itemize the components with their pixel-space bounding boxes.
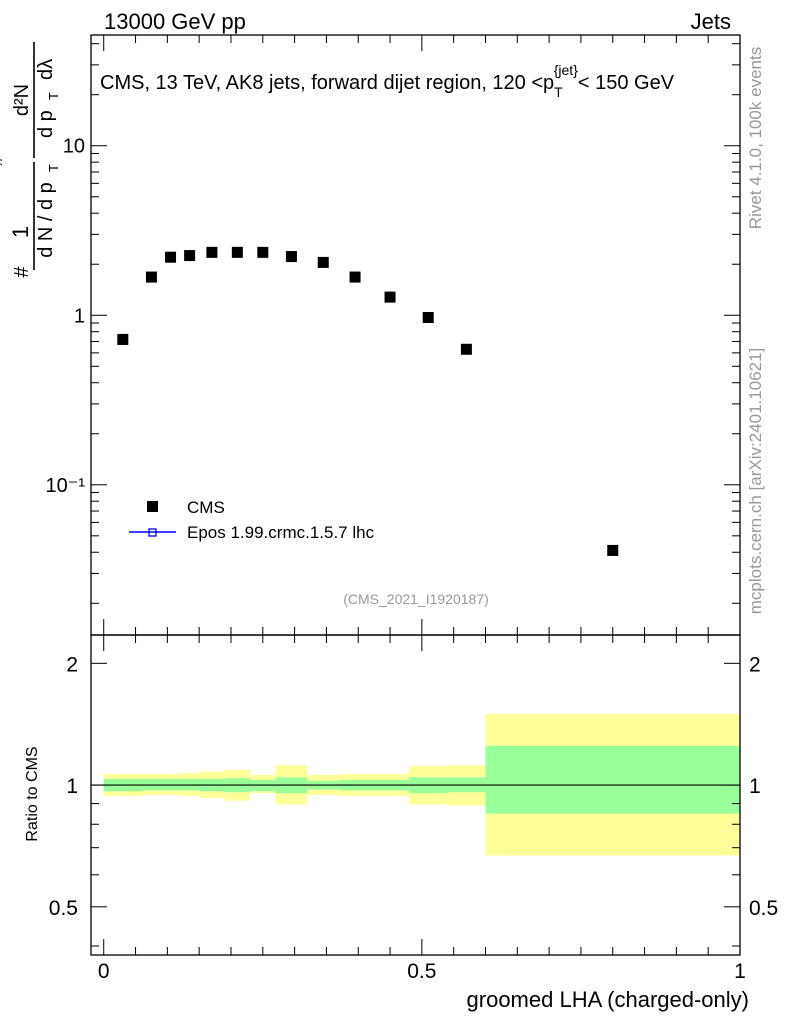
energy-label: 13000 GeV pp bbox=[104, 9, 246, 34]
ylabel-hash-1: # bbox=[11, 266, 33, 278]
ylabel-den: d N / d p bbox=[35, 182, 57, 258]
ylabel-hash-2: # bbox=[0, 156, 6, 166]
ratio-y-tick-label-right: 1 bbox=[749, 775, 761, 798]
ratio-y-axis-label: Ratio to CMS bbox=[24, 746, 41, 841]
ratio-axes: 2 2 1 1 0.5 0.5 0 0.5 1 bbox=[49, 634, 778, 983]
y-tick-label: 10⁻¹ bbox=[46, 475, 86, 497]
ylabel-one: 1 bbox=[8, 226, 33, 238]
x-tick-label: 0 bbox=[98, 960, 110, 983]
cms-data-point bbox=[607, 544, 619, 556]
inner-band-bin bbox=[485, 745, 740, 814]
cms-data-point bbox=[231, 246, 243, 258]
legend: CMS Epos 1.99.crmc.1.5.7 lhc bbox=[129, 498, 375, 542]
y-tick-label: 10 bbox=[63, 136, 85, 158]
ratio-y-tick-label-right: 0.5 bbox=[749, 897, 778, 920]
cms-data-point bbox=[422, 312, 434, 324]
ylabel-lambda: dλ bbox=[35, 59, 57, 80]
x-tick-label: 0.5 bbox=[407, 960, 436, 983]
ylabel-den-sub: T bbox=[46, 164, 61, 172]
title-sub: T bbox=[554, 84, 563, 100]
main-frame bbox=[90, 34, 741, 636]
cms-data-point bbox=[257, 246, 269, 258]
legend-marker-cms bbox=[147, 501, 158, 512]
main-axes: 10 1 10⁻¹ bbox=[46, 34, 741, 636]
cms-data-point bbox=[384, 291, 396, 303]
cms-data-point bbox=[165, 251, 177, 263]
main-y-axis-label: # 1 d N / d p T # d²N d p T dλ bbox=[0, 42, 61, 278]
ylabel-deriv-num: d²N bbox=[11, 84, 33, 116]
legend-label-epos: Epos 1.99.crmc.1.5.7 lhc bbox=[187, 523, 375, 542]
ratio-y-tick-label-right: 2 bbox=[749, 653, 761, 676]
legend-marker-epos bbox=[148, 528, 157, 537]
title-sup: {jet} bbox=[554, 62, 578, 78]
title-tail: < 150 GeV bbox=[578, 72, 675, 94]
x-tick-label: 1 bbox=[734, 960, 746, 983]
cms-data-point bbox=[460, 343, 472, 355]
rivet-label: Rivet 4.1.0, 100k events bbox=[746, 47, 765, 229]
ratio-y-tick-label-left: 0.5 bbox=[49, 897, 78, 920]
ratio-uncertainty-bands bbox=[91, 713, 740, 856]
ratio-y-tick-label-left: 1 bbox=[66, 775, 78, 798]
cms-data-point bbox=[285, 251, 297, 263]
cms-data-point bbox=[117, 333, 129, 345]
x-axis-label: groomed LHA (charged-only) bbox=[467, 987, 749, 1012]
cms-data-point bbox=[206, 246, 218, 258]
ratio-y-tick-label-left: 2 bbox=[66, 653, 78, 676]
jets-label: Jets bbox=[691, 9, 731, 34]
ylabel-deriv-sub: T bbox=[46, 92, 61, 100]
title-main: CMS, 13 TeV, AK8 jets, forward dijet reg… bbox=[100, 72, 554, 94]
cms-data-point bbox=[184, 250, 196, 262]
cms-data-point bbox=[145, 271, 157, 283]
cms-data-point bbox=[317, 256, 329, 268]
cms-data-point bbox=[349, 271, 361, 283]
ratio-frame bbox=[90, 634, 741, 956]
analysis-tag: (CMS_2021_I1920187) bbox=[343, 591, 489, 607]
ylabel-deriv-den: d p bbox=[35, 110, 57, 138]
legend-label-cms: CMS bbox=[187, 498, 225, 517]
cms-data-points bbox=[117, 246, 619, 556]
chart-title: CMS, 13 TeV, AK8 jets, forward dijet reg… bbox=[100, 62, 675, 100]
y-tick-label: 1 bbox=[74, 305, 85, 327]
mcplots-label: mcplots.cern.ch [arXiv:2401.10621] bbox=[746, 348, 765, 614]
